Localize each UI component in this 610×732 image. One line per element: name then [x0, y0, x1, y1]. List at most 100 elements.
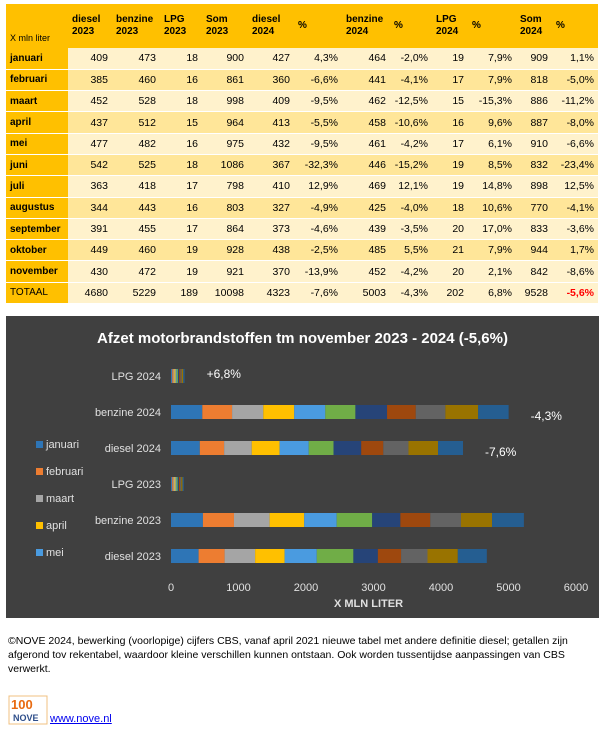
value-cell: 975 — [202, 133, 248, 155]
table-row: TOTAAL 4680 5229 189 10098 4323 -7,6% 5003 -4,3%… — [6, 282, 598, 305]
value-cell: 449 — [68, 239, 112, 262]
value-cell: 360 — [248, 69, 294, 92]
bar-segment-januari — [171, 477, 173, 491]
value-cell: 12,1% — [390, 175, 432, 198]
value-cell: 17 — [432, 69, 468, 92]
month-cell: augustus — [6, 197, 68, 219]
value-cell: 16 — [160, 197, 202, 219]
month-cell: januari — [6, 48, 68, 70]
bar-segment-juli — [333, 441, 362, 455]
month-cell: TOTAAL — [6, 282, 68, 305]
value-cell: -4,6% — [294, 218, 342, 241]
bar-segment-juli — [372, 513, 401, 527]
value-cell: -8,6% — [552, 260, 598, 283]
legend-swatch — [36, 441, 43, 448]
bar-segment-januari — [171, 549, 199, 563]
value-cell: -3,5% — [390, 218, 432, 241]
bar-segment-september — [430, 513, 461, 527]
value-cell: 921 — [202, 260, 248, 283]
value-cell: 770 — [516, 197, 552, 219]
value-cell: 15 — [432, 90, 468, 113]
value-cell: 16 — [160, 69, 202, 92]
category-label: diesel 2024 — [105, 443, 161, 455]
month-cell: februari — [6, 69, 68, 92]
month-cell: maart — [6, 90, 68, 113]
value-cell: 472 — [112, 260, 160, 283]
legend-swatch — [36, 522, 43, 529]
value-cell: -3,6% — [552, 218, 598, 241]
table-row: augustus 344 443 16 803 327 -4,9% 425 -4,0% 18 10,… — [6, 197, 598, 219]
footnote: ©NOVE 2024, bewerking (voorlopige) cijfe… — [8, 635, 568, 675]
value-cell: 528 — [112, 90, 160, 113]
value-cell: 818 — [516, 69, 552, 92]
legend-entry: april — [46, 520, 67, 532]
x-tick-label: 0 — [168, 582, 174, 594]
value-cell: 469 — [342, 175, 390, 198]
table-row: september 391 455 17 864 373 -4,6% 439 -3,5% 20 17… — [6, 218, 598, 241]
value-cell: 464 — [342, 48, 390, 70]
value-cell: 7,9% — [468, 48, 516, 70]
value-cell: 5003 — [342, 282, 390, 305]
value-cell: 413 — [248, 111, 294, 134]
bar-segment-juni — [336, 513, 373, 527]
month-cell: juni — [6, 154, 68, 177]
bar-segment-april — [263, 405, 295, 419]
column-header: LPG 2024 — [432, 4, 468, 48]
bar-segment-juli — [353, 549, 378, 563]
value-cell: -6,6% — [552, 133, 598, 155]
column-header: % — [294, 4, 342, 48]
bar-segment-april — [255, 549, 285, 563]
bar-segment-juni — [325, 405, 356, 419]
bar-segment-augustus — [377, 549, 402, 563]
bar-segment-maart — [173, 477, 175, 491]
value-cell: 477 — [68, 133, 112, 155]
value-cell: -8,0% — [552, 111, 598, 134]
bar-segment-oktober — [181, 477, 183, 491]
value-cell: 8,5% — [468, 154, 516, 177]
bar-segment-september — [180, 477, 182, 491]
x-axis-label: X MLN LITER — [334, 598, 403, 610]
growth-annotation: +6,8% — [207, 367, 242, 381]
x-tick-label: 3000 — [361, 582, 385, 594]
value-cell: 9,6% — [468, 111, 516, 134]
bar-segment-november — [492, 513, 524, 527]
value-cell: 944 — [516, 239, 552, 262]
value-cell: -2,0% — [390, 48, 432, 70]
table-row: februari 385 460 16 861 360 -6,6% 441 -4,1% 17 7,9… — [6, 69, 598, 92]
month-cell: november — [6, 260, 68, 283]
value-cell: 363 — [68, 175, 112, 198]
value-cell: 460 — [112, 69, 160, 92]
value-cell: 432 — [248, 133, 294, 155]
bar-segment-januari — [171, 369, 173, 383]
bar-segment-juni — [176, 477, 178, 491]
value-cell: 886 — [516, 90, 552, 113]
value-cell: 900 — [202, 48, 248, 70]
bar-segment-november — [457, 549, 487, 563]
bar-segment-augustus — [179, 369, 181, 383]
value-cell: 344 — [68, 197, 112, 219]
bar-segment-november — [438, 441, 464, 455]
value-cell: 430 — [68, 260, 112, 283]
value-cell: 446 — [342, 154, 390, 177]
value-cell: 910 — [516, 133, 552, 155]
x-tick-label: 4000 — [429, 582, 453, 594]
value-cell: -5,6% — [552, 282, 598, 305]
value-cell: 202 — [432, 282, 468, 305]
table-row: oktober 449 460 19 928 438 -2,5% 485 5,5% 21 7,9% 9… — [6, 239, 598, 262]
value-cell: -12,5% — [390, 90, 432, 113]
bar-segment-augustus — [387, 405, 416, 419]
value-cell: 462 — [342, 90, 390, 113]
value-cell: 525 — [112, 154, 160, 177]
legend-entry: maart — [46, 493, 74, 505]
website-link[interactable]: www.nove.nl — [50, 713, 112, 725]
bar-segment-september — [415, 405, 446, 419]
month-cell: september — [6, 218, 68, 241]
table-row: mei 477 482 16 975 432 -9,5% 461 -4,2% 17 6,1% 910-… — [6, 133, 598, 155]
month-cell: juli — [6, 175, 68, 198]
bar-segment-september — [180, 369, 182, 383]
value-cell: 512 — [112, 111, 160, 134]
value-cell: 460 — [112, 239, 160, 262]
x-tick-label: 1000 — [226, 582, 250, 594]
bar-segment-oktober — [181, 369, 184, 383]
value-cell: 1,7% — [552, 239, 598, 262]
